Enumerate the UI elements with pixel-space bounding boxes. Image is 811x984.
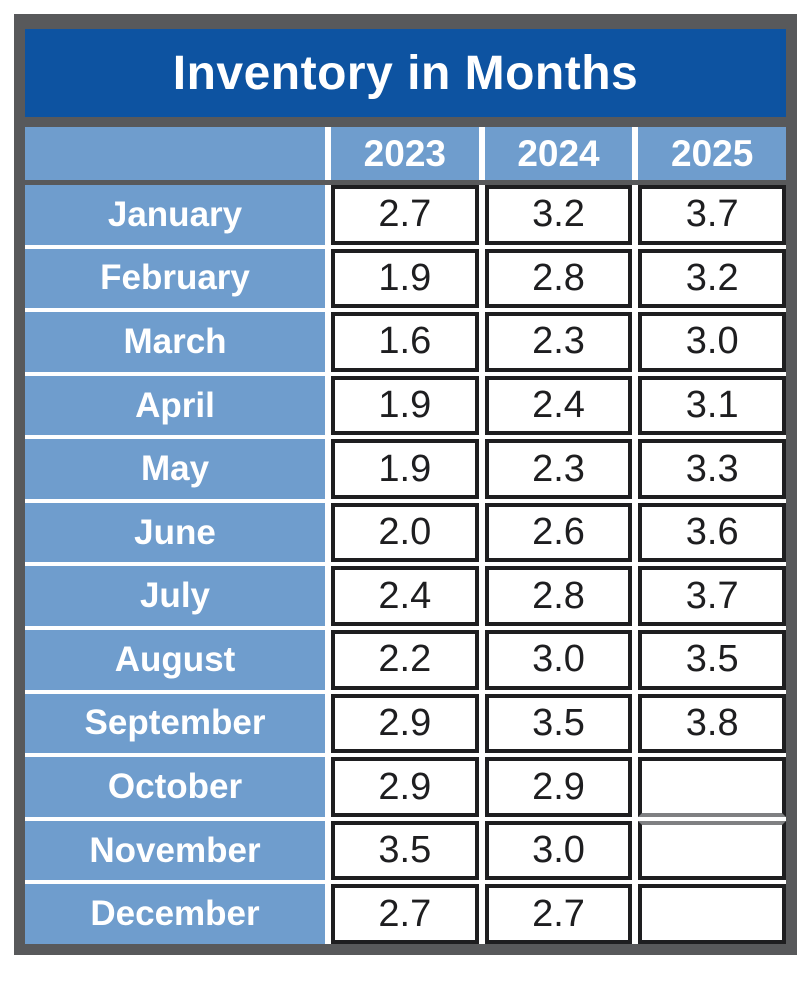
- value-cell: 2.2: [331, 630, 479, 690]
- value-cell: 2.4: [331, 566, 479, 627]
- table-body: January 2.7 3.2 3.7 February 1.9 2.8 3.2 March 1.…: [25, 185, 786, 944]
- table-row: August 2.2 3.0 3.5: [25, 630, 786, 690]
- table-row: September 2.9 3.5 3.8: [25, 693, 786, 754]
- value-cell: 2.3: [484, 439, 633, 499]
- value-cell: 3.2: [638, 248, 786, 309]
- header-cell-year-2025: 2025: [638, 127, 786, 180]
- month-label-cell: June: [25, 502, 325, 563]
- month-label-cell: December: [25, 884, 325, 944]
- value-cell: 3.8: [638, 693, 786, 754]
- inventory-table-panel: Inventory in Months 2023 2024 2025 Janua…: [14, 14, 797, 955]
- table-row: June 2.0 2.6 3.6: [25, 502, 786, 563]
- table-row: November 3.5 3.0: [25, 820, 786, 881]
- value-cell: 1.9: [331, 248, 479, 309]
- value-cell: [638, 884, 786, 944]
- value-cell: 3.7: [638, 566, 786, 627]
- month-label-cell: October: [25, 757, 325, 817]
- value-cell: 2.7: [484, 884, 633, 944]
- value-cell: 2.7: [331, 884, 479, 944]
- value-cell: 1.9: [331, 375, 479, 436]
- table-title: Inventory in Months: [25, 29, 786, 117]
- month-label-cell: March: [25, 312, 325, 372]
- value-cell: 2.0: [331, 502, 479, 563]
- table-header-row: 2023 2024 2025: [25, 127, 786, 180]
- table-row: May 1.9 2.3 3.3: [25, 439, 786, 499]
- month-label-cell: May: [25, 439, 325, 499]
- value-cell: 3.5: [638, 630, 786, 690]
- value-cell: 2.7: [331, 185, 479, 245]
- value-cell: 3.0: [484, 630, 633, 690]
- value-cell: 3.5: [331, 820, 479, 881]
- value-cell: 2.9: [484, 757, 633, 817]
- value-cell: 3.7: [638, 185, 786, 245]
- value-cell: 2.4: [484, 375, 633, 436]
- table-row: January 2.7 3.2 3.7: [25, 185, 786, 245]
- table-row: March 1.6 2.3 3.0: [25, 312, 786, 372]
- month-label-cell: September: [25, 693, 325, 754]
- table-row: July 2.4 2.8 3.7: [25, 566, 786, 627]
- value-cell: 2.8: [484, 248, 633, 309]
- month-label-cell: August: [25, 630, 325, 690]
- value-cell: 1.6: [331, 312, 479, 372]
- header-cell-year-2024: 2024: [484, 127, 633, 180]
- month-label-cell: January: [25, 185, 325, 245]
- value-cell: 2.3: [484, 312, 633, 372]
- value-cell: 1.9: [331, 439, 479, 499]
- value-cell: 3.0: [484, 820, 633, 881]
- month-label-cell: July: [25, 566, 325, 627]
- value-cell: 2.6: [484, 502, 633, 563]
- value-cell: 2.9: [331, 757, 479, 817]
- value-cell: 2.9: [331, 693, 479, 754]
- month-label-cell: November: [25, 820, 325, 881]
- table-row: December 2.7 2.7: [25, 884, 786, 944]
- value-cell: 2.8: [484, 566, 633, 627]
- table-row: April 1.9 2.4 3.1: [25, 375, 786, 436]
- header-cell-blank: [25, 127, 325, 180]
- value-cell: [638, 820, 786, 881]
- value-cell: 3.6: [638, 502, 786, 563]
- value-cell: [638, 757, 786, 817]
- value-cell: 3.1: [638, 375, 786, 436]
- month-label-cell: April: [25, 375, 325, 436]
- value-cell: 3.0: [638, 312, 786, 372]
- month-label-cell: February: [25, 248, 325, 309]
- table-row: October 2.9 2.9: [25, 757, 786, 817]
- header-cell-year-2023: 2023: [331, 127, 479, 180]
- value-cell: 3.2: [484, 185, 633, 245]
- value-cell: 3.5: [484, 693, 633, 754]
- value-cell: 3.3: [638, 439, 786, 499]
- inventory-table: Inventory in Months 2023 2024 2025 Janua…: [25, 25, 786, 944]
- table-row: February 1.9 2.8 3.2: [25, 248, 786, 309]
